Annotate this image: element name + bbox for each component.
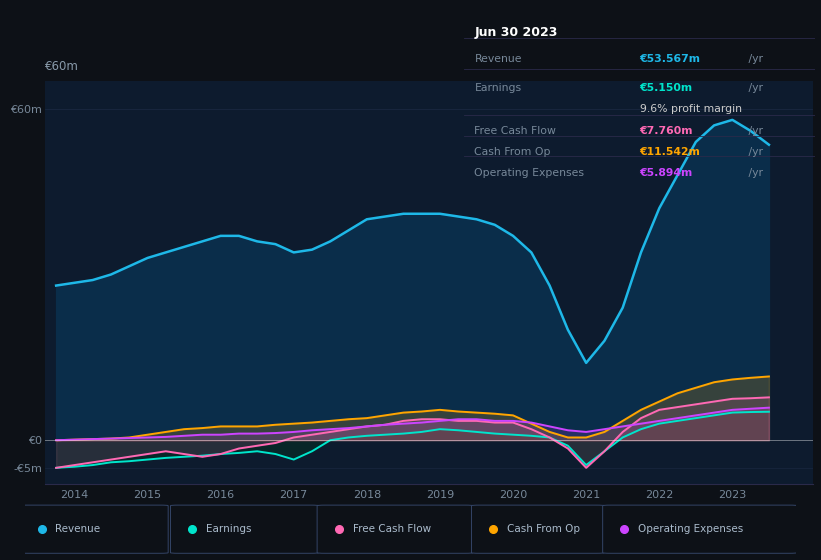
Text: Cash From Op: Cash From Op bbox=[475, 147, 551, 157]
Text: /yr: /yr bbox=[745, 147, 763, 157]
Text: 9.6% profit margin: 9.6% profit margin bbox=[640, 104, 741, 114]
Text: €53.567m: €53.567m bbox=[640, 54, 700, 64]
Text: Operating Expenses: Operating Expenses bbox=[475, 167, 585, 178]
Text: Revenue: Revenue bbox=[56, 524, 101, 534]
Text: /yr: /yr bbox=[745, 54, 763, 64]
FancyBboxPatch shape bbox=[603, 505, 797, 553]
Text: /yr: /yr bbox=[745, 167, 763, 178]
Text: €5.894m: €5.894m bbox=[640, 167, 693, 178]
Text: /yr: /yr bbox=[745, 126, 763, 136]
Text: Operating Expenses: Operating Expenses bbox=[638, 524, 743, 534]
FancyBboxPatch shape bbox=[317, 505, 473, 553]
Text: €5.150m: €5.150m bbox=[640, 83, 693, 93]
FancyBboxPatch shape bbox=[471, 505, 604, 553]
Text: /yr: /yr bbox=[745, 83, 763, 93]
FancyBboxPatch shape bbox=[20, 505, 168, 553]
Text: €7.760m: €7.760m bbox=[640, 126, 693, 136]
Text: Free Cash Flow: Free Cash Flow bbox=[475, 126, 557, 136]
Text: Earnings: Earnings bbox=[475, 83, 521, 93]
Text: Cash From Op: Cash From Op bbox=[507, 524, 580, 534]
Text: Revenue: Revenue bbox=[475, 54, 522, 64]
Text: Earnings: Earnings bbox=[206, 524, 251, 534]
Text: €60m: €60m bbox=[45, 60, 79, 73]
FancyBboxPatch shape bbox=[171, 505, 319, 553]
Text: Free Cash Flow: Free Cash Flow bbox=[353, 524, 431, 534]
Text: €11.542m: €11.542m bbox=[640, 147, 700, 157]
Text: Jun 30 2023: Jun 30 2023 bbox=[475, 26, 557, 39]
